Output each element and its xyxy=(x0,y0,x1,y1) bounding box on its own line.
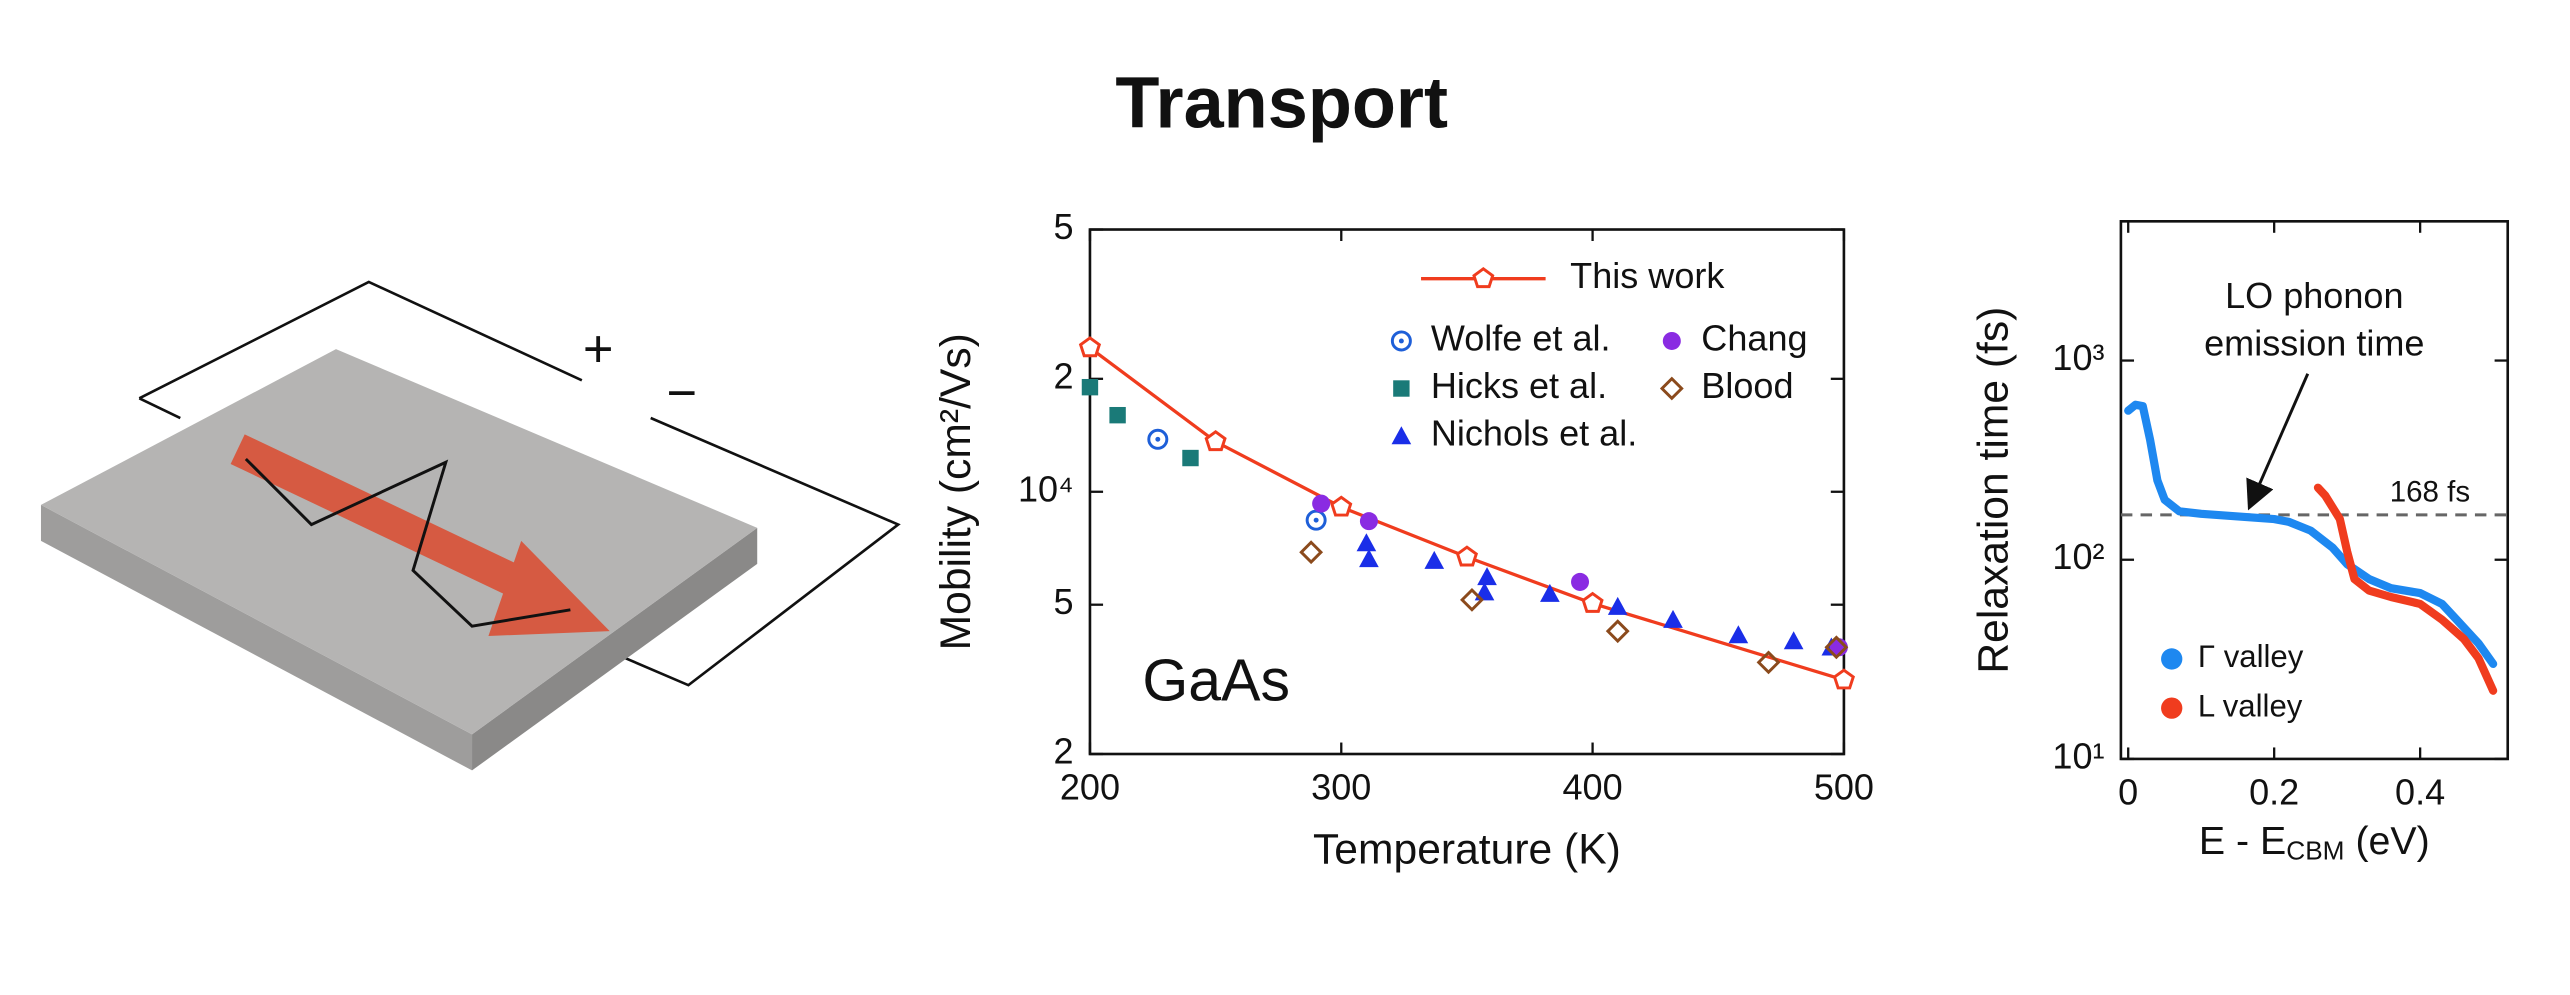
x-axis-label-part: CBM xyxy=(2286,835,2344,865)
legend-marker xyxy=(1391,426,1412,445)
data-point xyxy=(1455,545,1479,567)
data-point xyxy=(1359,549,1379,568)
y-tick-label: 5 xyxy=(1054,206,1074,247)
legend-label: Chang xyxy=(1701,317,1807,358)
data-point xyxy=(1424,550,1445,569)
data-point xyxy=(1312,494,1331,513)
wire xyxy=(138,280,583,400)
minus-sign: − xyxy=(667,365,698,423)
series-line xyxy=(2313,483,2498,695)
legend-label: L valley xyxy=(2198,688,2303,723)
x-axis-label-part: E - E xyxy=(2199,820,2286,864)
data-point xyxy=(1109,406,1126,424)
y-tick-label: 10² xyxy=(2052,536,2104,577)
slab-side xyxy=(472,527,758,771)
y-tick-label: 10⁴ xyxy=(1018,468,1074,509)
y-tick-label: 10¹ xyxy=(2052,735,2104,776)
x-tick-label: 200 xyxy=(1060,767,1120,808)
legend-marker xyxy=(1472,267,1495,289)
annotation: LO phonon xyxy=(2225,275,2403,316)
legend-marker xyxy=(1662,331,1681,350)
wire xyxy=(138,397,181,420)
y-axis-label: Relaxation time (fs) xyxy=(1970,307,2018,674)
legend-label: Γ valley xyxy=(2198,639,2304,674)
annotation-arrow xyxy=(2246,373,2310,511)
data-point xyxy=(1299,540,1324,565)
legend-label: Blood xyxy=(1701,365,1793,406)
x-tick-label: 0 xyxy=(2118,771,2138,812)
legend-marker xyxy=(1659,376,1684,401)
current-arrow xyxy=(230,434,548,609)
data-point xyxy=(1204,430,1227,452)
legend-label: This work xyxy=(1570,255,1725,296)
series-line xyxy=(1088,346,1845,682)
data-point xyxy=(1832,668,1855,690)
data-point-center xyxy=(1398,338,1404,344)
data-point xyxy=(1359,512,1378,531)
y-tick-label: 2 xyxy=(1054,355,1074,396)
data-point xyxy=(1607,596,1628,615)
x-tick-label: 0.2 xyxy=(2249,771,2299,812)
legend-label: Nichols et al. xyxy=(1431,413,1637,454)
legend-label: Wolfe et al. xyxy=(1431,317,1611,358)
data-point xyxy=(1460,587,1484,612)
y-tick-label: 10³ xyxy=(2052,337,2104,378)
data-point xyxy=(1078,336,1102,358)
slab-side xyxy=(40,504,473,771)
legend-marker xyxy=(2161,697,2183,719)
data-point xyxy=(1330,495,1353,517)
legend-label: Hicks et al. xyxy=(1431,365,1607,406)
data-point xyxy=(1605,619,1630,644)
plot-frame xyxy=(2119,220,2510,761)
y-tick-label: 5 xyxy=(1054,581,1074,622)
data-point xyxy=(1356,533,1377,552)
current-arrowhead xyxy=(488,540,610,636)
y-axis-label: Mobility (cm²/Vs) xyxy=(932,333,980,650)
data-point xyxy=(1182,449,1199,467)
data-point xyxy=(1540,583,1560,602)
data-point-center xyxy=(1155,436,1161,442)
data-point xyxy=(1571,572,1590,591)
y-tick-label: 2 xyxy=(1054,731,1074,772)
device-diagram: + − xyxy=(40,280,901,771)
data-point xyxy=(1824,635,1849,660)
legend-marker xyxy=(1393,380,1410,397)
x-tick-label: 0.4 xyxy=(2395,771,2445,812)
x-axis-label-part: (eV) xyxy=(2345,820,2430,864)
legend-marker xyxy=(2161,648,2183,670)
data-point xyxy=(1728,625,1749,644)
data-point-center xyxy=(1313,517,1319,523)
data-point xyxy=(1783,631,1804,650)
figure-title: Transport xyxy=(1115,63,1448,143)
reference-label: 168 fs xyxy=(2390,475,2470,508)
wire xyxy=(619,416,901,687)
series-line xyxy=(2124,400,2498,668)
data-point xyxy=(1756,650,1781,675)
data-point xyxy=(1663,609,1683,628)
x-axis-label: E - ECBM (eV) xyxy=(2199,820,2430,866)
data-point xyxy=(1477,567,1497,586)
x-tick-label: 500 xyxy=(1814,767,1874,808)
x-axis-label: Temperature (K) xyxy=(1313,826,1621,874)
annotation: GaAs xyxy=(1142,648,1290,714)
electron-path xyxy=(244,457,571,628)
data-point xyxy=(1581,591,1604,613)
x-tick-label: 300 xyxy=(1311,767,1371,808)
x-tick-label: 400 xyxy=(1563,767,1623,808)
plus-sign: + xyxy=(583,320,614,378)
annotation: emission time xyxy=(2204,322,2424,363)
data-point xyxy=(1081,378,1099,396)
